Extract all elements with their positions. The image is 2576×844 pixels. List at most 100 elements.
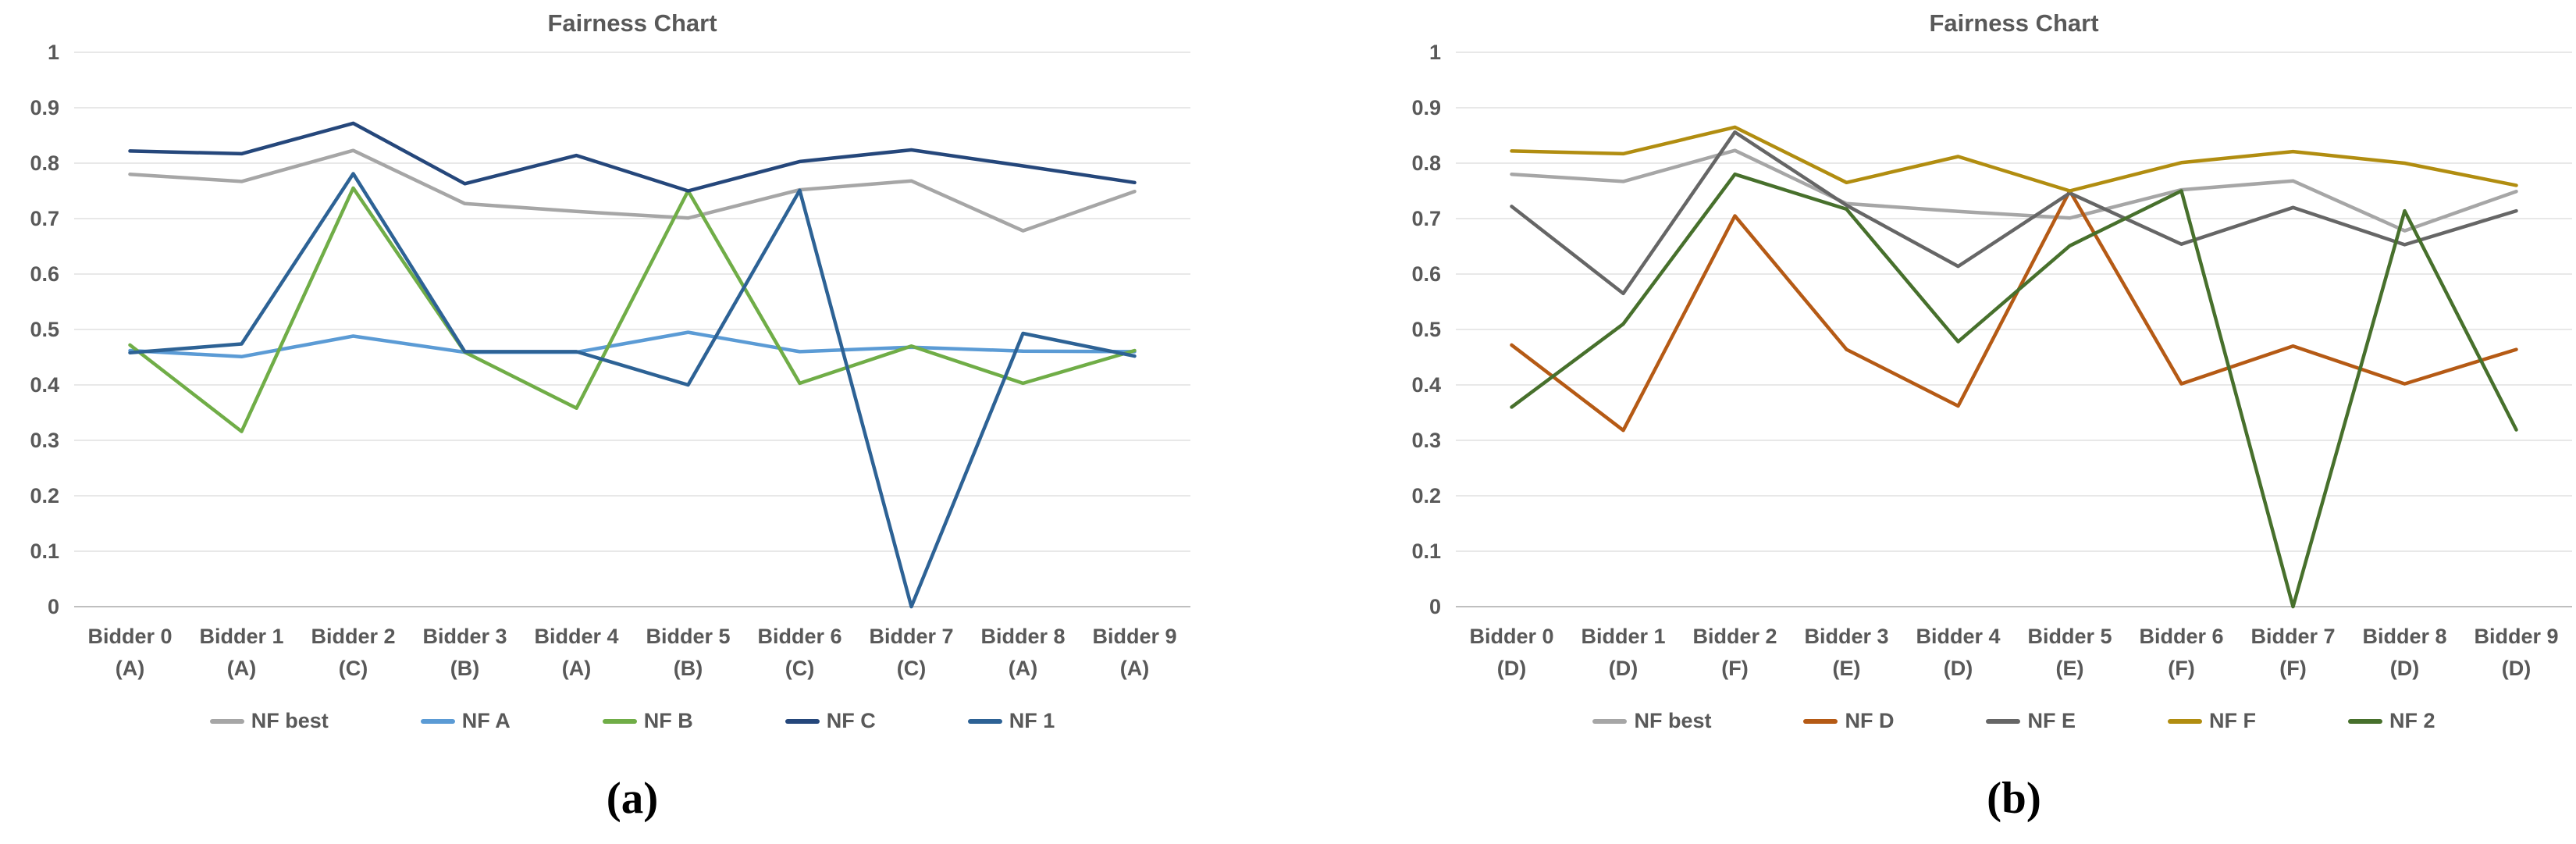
series-line-nf-f — [1510, 125, 2518, 193]
bidder-name: Bidder 6 — [2139, 625, 2224, 648]
bidder-name: Bidder 8 — [2362, 625, 2447, 648]
legend-swatch-icon — [1986, 718, 2021, 724]
y-tick-label: 0.4 — [1411, 373, 1441, 397]
x-axis-labels: Bidder 0 (A) Bidder 1 (A) Bidder 2 (C) Bidder … — [74, 625, 1190, 703]
bidder-group: (F) — [2168, 657, 2195, 680]
y-tick-label: 0.3 — [30, 429, 59, 452]
bidder-group: (C) — [338, 657, 368, 680]
bidder-name: Bidder 9 — [2474, 625, 2559, 648]
y-tick-label: 0.2 — [1411, 484, 1441, 507]
bidder-group: (A) — [1008, 657, 1038, 680]
x-category-label: Bidder 5 (E) — [2015, 625, 2126, 681]
y-tick-label: 0.9 — [1411, 96, 1441, 119]
legend-item-nf-best: NF best — [209, 709, 329, 733]
x-category-label: Bidder 2 (F) — [1680, 625, 1791, 681]
bidder-group: (A) — [226, 657, 257, 680]
bidder-name: Bidder 5 — [646, 625, 731, 648]
legend-item-nf-f: NF F — [2168, 709, 2256, 733]
legend-swatch-icon — [2348, 718, 2382, 724]
subfigure-caption-b: (b) — [1987, 774, 2041, 823]
y-axis-labels: 1 0.9 0.8 0.7 0.6 0.5 0.4 0.3 0.2 0.1 0 — [8, 41, 62, 618]
bidder-name: Bidder 6 — [757, 625, 842, 648]
legend-swatch-icon — [1592, 718, 1628, 724]
plot-svg — [74, 52, 1190, 609]
legend-swatch-icon — [209, 718, 244, 724]
series-line-nf-best — [128, 148, 1137, 233]
x-category-label: Bidder 3 (E) — [1791, 625, 1902, 681]
legend-item-nf-best: NF best — [1592, 709, 1711, 733]
legend-swatch-icon — [2168, 718, 2202, 724]
y-tick-label: 0 — [47, 595, 59, 618]
bidder-group: (E) — [2055, 657, 2084, 680]
legend-label: NF 1 — [1009, 709, 1055, 732]
x-category-label: Bidder 9 (A) — [1080, 625, 1190, 681]
bidder-name: Bidder 0 — [1469, 625, 1554, 648]
x-category-label: Bidder 7 (C) — [856, 625, 967, 681]
y-tick-label: 1 — [47, 41, 59, 64]
series-line-nf-d — [1510, 189, 2518, 433]
plot-svg — [1456, 52, 2572, 609]
series-line-nf-c — [128, 121, 1137, 193]
y-tick-label: 0.5 — [1411, 318, 1441, 341]
bidder-name: Bidder 9 — [1092, 625, 1177, 648]
x-category-label: Bidder 4 (D) — [1903, 625, 2014, 681]
x-category-label: Bidder 3 (B) — [410, 625, 521, 681]
bidder-name: Bidder 5 — [2027, 625, 2112, 648]
bidder-group: (B) — [673, 657, 703, 680]
bidder-name: Bidder 7 — [2250, 625, 2336, 648]
subfigure-caption-a: (a) — [606, 774, 659, 823]
bidder-group: (A) — [561, 657, 592, 680]
y-tick-label: 0.5 — [30, 318, 59, 341]
x-category-label: Bidder 5 (B) — [633, 625, 744, 681]
legend-label: NF C — [826, 709, 876, 732]
x-category-label: Bidder 6 (C) — [745, 625, 856, 681]
plot-area — [74, 47, 1190, 612]
x-category-label: Bidder 6 (F) — [2126, 625, 2237, 681]
plot-area — [1456, 47, 2572, 612]
bidder-name: Bidder 0 — [87, 625, 173, 648]
x-category-label: Bidder 0 (D) — [1457, 625, 1567, 681]
bidder-group: (A) — [1119, 657, 1150, 680]
legend-label: NF best — [251, 709, 329, 732]
legend-swatch-icon — [785, 718, 820, 724]
x-category-label: Bidder 0 (A) — [75, 625, 186, 681]
x-category-label: Bidder 9 (D) — [2461, 625, 2572, 681]
legend-label: NF 2 — [2389, 709, 2435, 732]
y-tick-label: 0.1 — [1411, 540, 1441, 563]
series-line-nf-e — [1510, 130, 2518, 296]
y-tick-label: 0.2 — [30, 484, 59, 507]
legend-item-nf-d: NF D — [1803, 709, 1894, 733]
legend: NF best NF A NF B NF C NF 1 — [74, 709, 1190, 733]
bidder-group: (D) — [1496, 657, 1527, 680]
chart-panel-b: Fairness Chart 1 0.9 0.8 0.7 0.6 0.5 0.4 0.3 0.2… — [1389, 0, 2576, 844]
legend: NF best NF D NF E NF F NF 2 — [1456, 709, 2572, 733]
y-tick-label: 0.4 — [30, 373, 59, 397]
y-tick-label: 0.9 — [30, 96, 59, 119]
x-category-label: Bidder 1 (D) — [1568, 625, 1679, 681]
chart-title: Fairness Chart — [1929, 9, 2099, 37]
bidder-name: Bidder 7 — [869, 625, 954, 648]
legend-item-nf-1: NF 1 — [967, 709, 1055, 733]
bidder-group: (F) — [1721, 657, 1749, 680]
legend-item-nf-2: NF 2 — [2348, 709, 2435, 733]
bidder-group: (D) — [2389, 657, 2420, 680]
bidder-name: Bidder 1 — [199, 625, 284, 648]
y-tick-label: 0.1 — [30, 540, 59, 563]
y-tick-label: 0.7 — [1411, 207, 1441, 230]
x-axis-labels: Bidder 0 (D) Bidder 1 (D) Bidder 2 (F) Bidder … — [1456, 625, 2572, 703]
legend-label: NF F — [2209, 709, 2256, 732]
bidder-group: (D) — [1943, 657, 1973, 680]
legend-item-nf-e: NF E — [1986, 709, 2076, 733]
y-tick-label: 0.8 — [30, 151, 59, 175]
chart-panel-a: Fairness Chart 1 0.9 0.8 0.7 0.6 0.5 0.4 0.3 0.2… — [8, 0, 1249, 844]
y-tick-label: 0.8 — [1411, 151, 1441, 175]
bidder-name: Bidder 2 — [1692, 625, 1777, 648]
y-axis-labels: 1 0.9 0.8 0.7 0.6 0.5 0.4 0.3 0.2 0.1 0 — [1389, 41, 1444, 618]
bidder-group: (F) — [2279, 657, 2307, 680]
x-category-label: Bidder 8 (D) — [2350, 625, 2460, 681]
legend-label: NF B — [643, 709, 693, 732]
series-line-nf-b — [128, 186, 1137, 433]
legend-label: NF A — [461, 709, 511, 732]
legend-item-nf-c: NF C — [785, 709, 876, 733]
